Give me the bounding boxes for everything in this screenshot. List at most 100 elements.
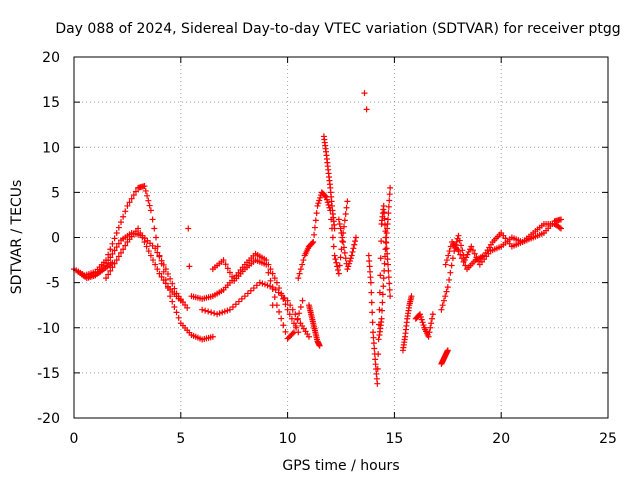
x-axis-label: GPS time / hours — [282, 458, 399, 474]
data-point — [322, 192, 329, 199]
x-tick-label: 0 — [70, 431, 79, 447]
data-point — [345, 263, 352, 270]
data-point — [205, 308, 212, 315]
data-point — [339, 234, 346, 241]
data-point — [365, 252, 372, 259]
data-point — [371, 345, 378, 352]
data-point — [132, 188, 139, 195]
data-point — [460, 258, 467, 265]
data-point — [141, 239, 148, 246]
data-point — [275, 289, 282, 296]
y-tick-label: 15 — [42, 95, 60, 111]
data-point — [369, 309, 376, 316]
data-point — [446, 276, 453, 283]
data-point — [299, 261, 306, 268]
data-point — [284, 297, 291, 304]
data-point — [336, 262, 343, 269]
data-point — [162, 266, 169, 273]
data-point — [171, 303, 178, 310]
data-point — [335, 266, 342, 273]
data-point — [147, 252, 154, 259]
data-point — [337, 225, 344, 232]
data-point — [335, 270, 342, 277]
data-point — [384, 261, 391, 268]
data-point — [349, 248, 356, 255]
data-point — [368, 289, 375, 296]
x-tick-label: 25 — [599, 431, 617, 447]
data-point — [315, 200, 322, 207]
data-point — [269, 285, 276, 292]
data-point — [147, 207, 154, 214]
data-point — [226, 306, 233, 313]
data-point — [269, 302, 276, 309]
data-point — [141, 183, 148, 190]
data-point — [145, 197, 152, 204]
data-point — [173, 309, 180, 316]
data-point — [309, 239, 316, 246]
data-point — [331, 252, 338, 259]
data-point — [386, 191, 393, 198]
data-point — [295, 275, 302, 282]
data-point — [380, 275, 387, 282]
data-point — [286, 311, 293, 318]
data-point — [220, 257, 227, 264]
data-point — [185, 225, 192, 232]
data-point — [346, 260, 353, 267]
data-point — [292, 322, 299, 329]
data-point — [366, 263, 373, 270]
data-point — [558, 225, 565, 232]
data-point — [458, 255, 465, 262]
data-point — [271, 275, 278, 282]
data-point — [171, 285, 178, 292]
data-point — [312, 217, 319, 224]
data-point — [374, 365, 381, 372]
data-point — [289, 306, 296, 313]
data-point — [267, 266, 274, 273]
data-point — [113, 229, 120, 236]
data-point — [375, 351, 382, 358]
data-point — [149, 216, 156, 223]
data-point — [152, 261, 159, 268]
data-point — [313, 210, 320, 217]
data-point — [222, 261, 229, 268]
data-point — [253, 282, 260, 289]
data-point — [363, 106, 370, 113]
data-point — [120, 213, 127, 220]
data-point — [316, 342, 323, 349]
y-tick-label: 5 — [51, 185, 60, 201]
data-point — [470, 247, 477, 254]
data-point — [202, 307, 209, 314]
data-point — [164, 270, 171, 277]
data-point — [350, 245, 357, 252]
data-point — [380, 202, 387, 209]
data-point — [186, 263, 193, 270]
data-point — [369, 319, 376, 326]
data-point — [177, 297, 184, 304]
data-point — [296, 270, 303, 277]
data-point — [235, 298, 242, 305]
axis-ticks: 0 5 10 15 20 25 -20 -15 -10 -5 0 5 10 15 20 — [37, 50, 617, 447]
data-point — [335, 216, 342, 223]
y-tick-label: 10 — [42, 140, 60, 156]
data-point — [458, 242, 465, 249]
data-point — [160, 277, 167, 284]
data-point — [325, 202, 332, 209]
data-point — [294, 316, 301, 323]
data-point — [379, 307, 386, 314]
data-point — [463, 254, 470, 261]
data-point — [370, 334, 377, 341]
data-point — [387, 293, 394, 300]
data-point — [447, 269, 454, 276]
data-point — [126, 199, 133, 206]
data-point — [113, 257, 120, 264]
data-point — [455, 248, 462, 255]
data-point — [278, 315, 285, 322]
data-point — [241, 293, 248, 300]
data-point — [130, 192, 137, 199]
data-point — [122, 208, 129, 215]
data-point — [115, 224, 122, 231]
data-point — [111, 235, 118, 242]
data-point — [238, 295, 245, 302]
data-point — [317, 194, 324, 201]
data-point — [379, 291, 386, 298]
